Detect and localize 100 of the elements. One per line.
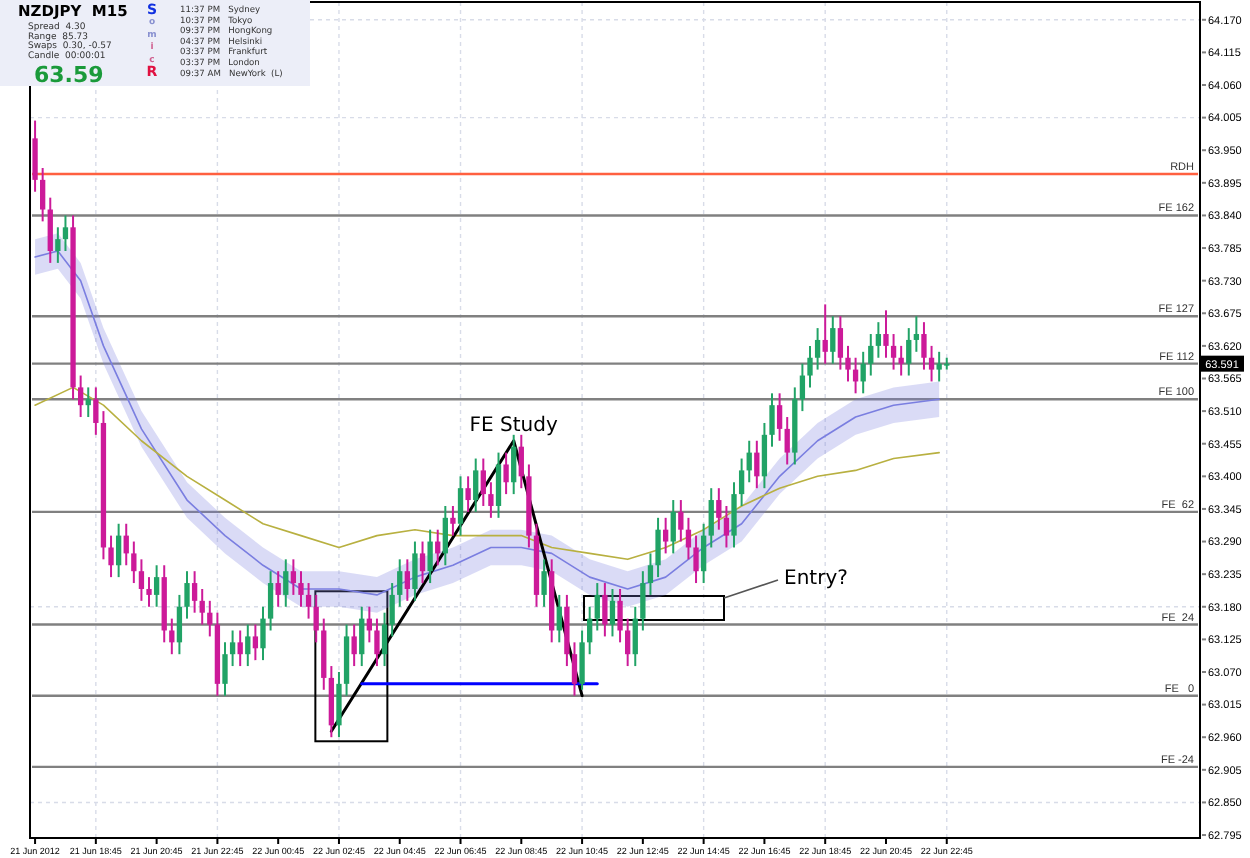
candlestick xyxy=(450,504,456,537)
candlestick xyxy=(229,629,236,668)
candlestick xyxy=(237,629,243,668)
candlestick xyxy=(260,605,266,662)
candlestick xyxy=(837,315,844,371)
candlestick xyxy=(298,570,304,608)
candlestick xyxy=(176,593,183,656)
candlestick xyxy=(169,617,175,656)
candlestick xyxy=(153,564,160,608)
candlestick xyxy=(518,433,524,490)
line-series xyxy=(34,386,940,561)
candlestick xyxy=(313,593,319,644)
candlestick xyxy=(108,534,114,579)
candlestick xyxy=(419,540,426,585)
candlestick xyxy=(131,540,137,585)
candlestick xyxy=(617,587,623,644)
candlestick xyxy=(351,623,357,668)
annotation: FE Study xyxy=(469,414,558,437)
candlestick xyxy=(397,558,403,608)
candlestick xyxy=(321,617,327,691)
candlestick xyxy=(374,617,380,668)
candlestick xyxy=(609,587,616,638)
candlestick xyxy=(822,303,828,365)
candlestick xyxy=(495,451,502,519)
candlestick xyxy=(807,344,813,389)
candlestick xyxy=(85,386,91,419)
candlestick xyxy=(799,362,806,413)
candlestick xyxy=(921,321,927,371)
candlestick xyxy=(579,629,585,691)
candlestick xyxy=(305,582,312,620)
candlestick xyxy=(556,593,562,644)
candlestick xyxy=(503,451,509,496)
candlestick xyxy=(716,487,722,531)
candlestick xyxy=(670,499,676,555)
candlestick xyxy=(890,333,897,371)
candlestick xyxy=(465,475,471,513)
candlestick xyxy=(784,416,790,466)
candlestick xyxy=(898,344,904,377)
candlestick xyxy=(655,516,661,579)
candlestick xyxy=(404,558,410,602)
candlestick xyxy=(343,623,350,697)
candlestick xyxy=(267,570,274,632)
candlestick xyxy=(662,516,669,555)
candlestick xyxy=(769,392,775,448)
candlestick xyxy=(275,570,281,608)
candlestick xyxy=(587,605,593,656)
candlestick xyxy=(906,327,912,377)
candlestick xyxy=(40,167,46,223)
candlestick xyxy=(427,528,433,585)
candlestick xyxy=(32,119,38,193)
candlestick xyxy=(754,439,760,490)
candlestick xyxy=(412,540,418,602)
candlestick xyxy=(359,605,365,668)
candlestick xyxy=(776,392,783,442)
candlestick xyxy=(830,315,836,365)
candlestick xyxy=(245,623,251,668)
candlestick xyxy=(207,599,213,638)
candlestick xyxy=(708,487,714,549)
candlestick xyxy=(473,457,479,513)
candlestick xyxy=(115,522,122,579)
candlestick xyxy=(928,344,935,383)
candlestick xyxy=(913,315,920,353)
candlestick xyxy=(184,570,190,620)
candlestick xyxy=(541,558,547,608)
candlestick xyxy=(199,587,205,626)
candlestick xyxy=(868,333,874,377)
candlestick xyxy=(457,475,464,537)
annotation: Entry? xyxy=(784,568,848,590)
candlestick xyxy=(845,344,851,383)
candlestick xyxy=(328,665,335,739)
candlestick xyxy=(700,522,707,585)
annotation: 63.59 xyxy=(34,62,104,88)
candlestick xyxy=(146,576,152,608)
candlestick xyxy=(602,582,608,638)
candlestick xyxy=(761,421,768,490)
candlestick xyxy=(283,558,289,608)
candlestick xyxy=(47,196,53,264)
candlestick xyxy=(625,617,631,668)
candlestick xyxy=(738,457,745,507)
candlestick xyxy=(594,582,600,632)
candlestick xyxy=(336,670,342,739)
candlestick xyxy=(290,558,297,596)
candlestick xyxy=(442,504,448,567)
candlestick xyxy=(191,570,198,614)
candlestick xyxy=(222,641,228,697)
candlestick xyxy=(138,558,145,602)
candlestick xyxy=(883,309,889,359)
candlestick xyxy=(936,350,942,383)
candlestick xyxy=(488,481,494,519)
candlestick xyxy=(693,534,699,585)
candlestick xyxy=(632,605,638,668)
candlestick xyxy=(77,374,84,419)
candlestick xyxy=(731,481,737,549)
candlestick xyxy=(62,214,69,253)
candlestick xyxy=(511,433,517,496)
candlestick xyxy=(480,457,486,507)
candlestick xyxy=(875,321,882,359)
candlestick xyxy=(723,504,730,549)
candlestick xyxy=(252,623,259,662)
candlestick xyxy=(814,327,821,371)
